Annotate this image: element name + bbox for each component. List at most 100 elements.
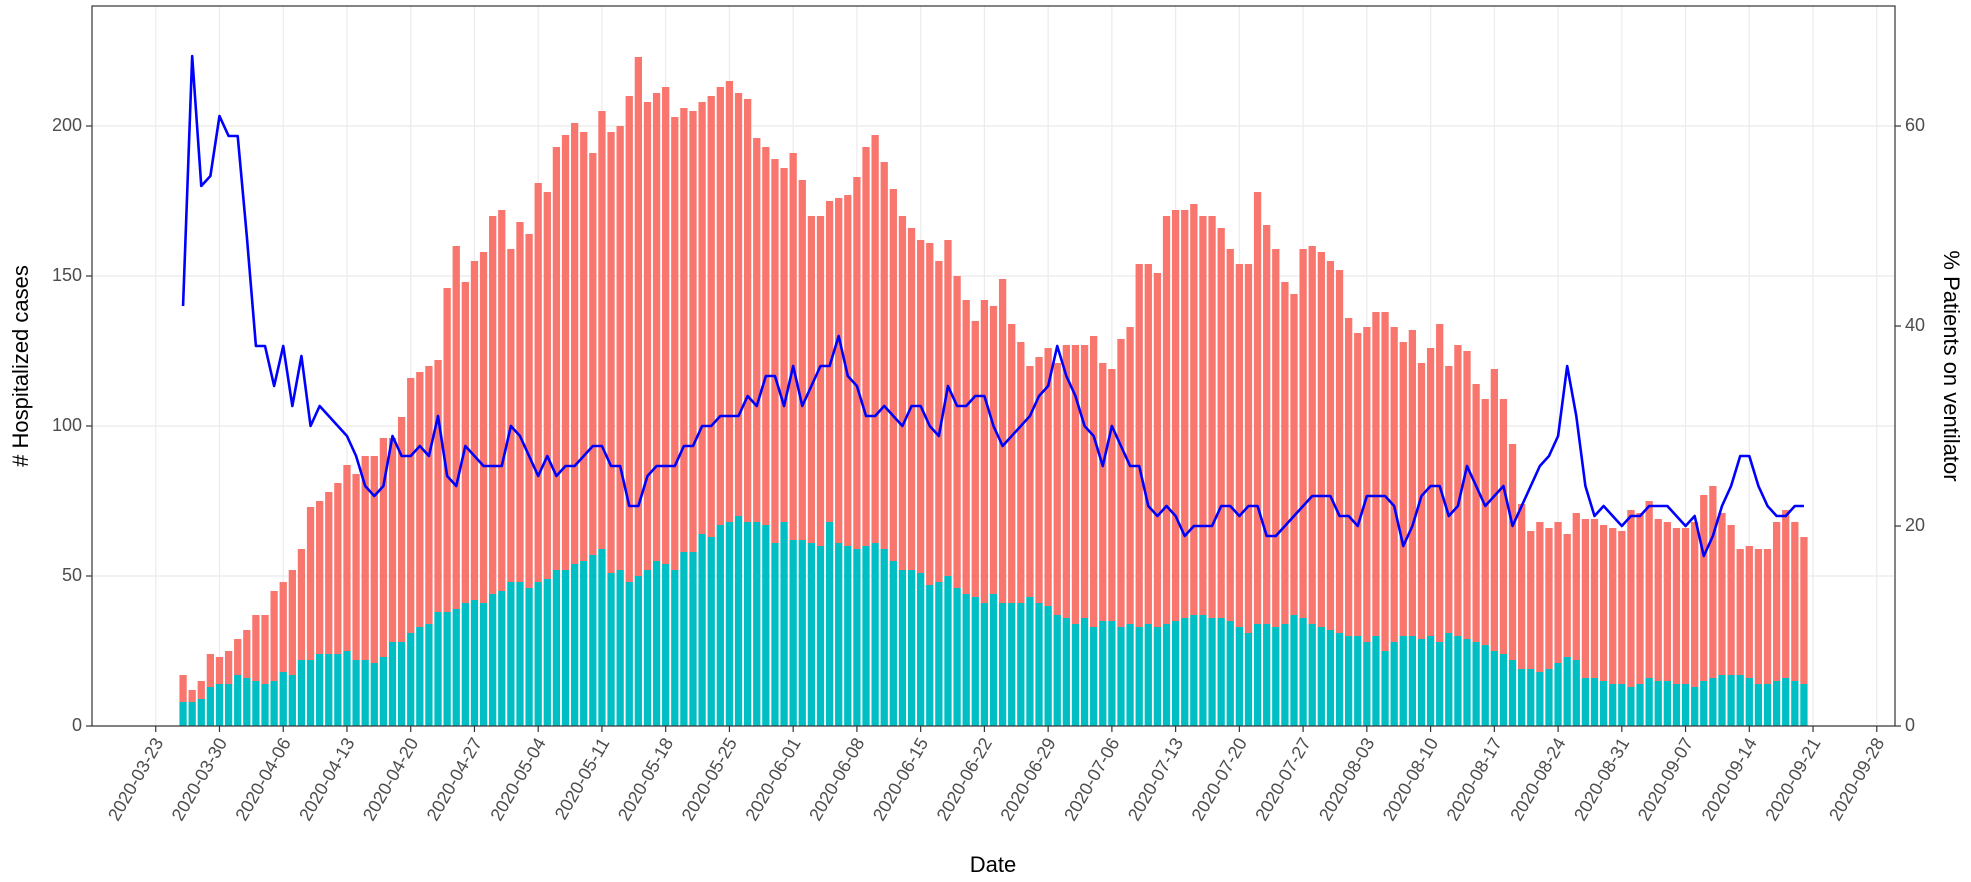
- bar: [1518, 669, 1526, 726]
- bar: [1554, 663, 1562, 726]
- bar: [1226, 621, 1234, 726]
- bar: [316, 501, 324, 654]
- bar: [1518, 504, 1526, 669]
- bar: [470, 600, 479, 726]
- y-tick-label: 200: [52, 115, 82, 135]
- bar: [452, 246, 460, 609]
- bar: [1344, 636, 1353, 726]
- bar: [1754, 549, 1763, 684]
- bar: [1508, 444, 1517, 660]
- bar: [853, 177, 861, 549]
- bar: [1754, 684, 1763, 726]
- bar: [753, 522, 761, 726]
- bar: [953, 276, 961, 588]
- bar: [507, 582, 515, 726]
- bar: [325, 654, 333, 726]
- x-tick-label: 2020-06-15: [869, 734, 932, 824]
- bar: [1436, 642, 1444, 726]
- bar: [361, 660, 369, 726]
- x-tick-label: 2020-09-28: [1825, 734, 1888, 824]
- bar: [625, 582, 633, 726]
- bar: [1681, 528, 1690, 684]
- bar: [1390, 642, 1398, 726]
- bar: [1791, 681, 1799, 726]
- bar: [1035, 357, 1043, 603]
- bar: [534, 582, 542, 726]
- bar: [734, 516, 743, 726]
- bar: [1672, 528, 1681, 684]
- bar: [671, 117, 679, 570]
- bar: [835, 543, 843, 726]
- bar: [607, 573, 615, 726]
- bar: [780, 522, 788, 726]
- x-tick-label: 2020-04-27: [423, 734, 486, 824]
- bar: [953, 588, 961, 726]
- bar: [889, 189, 897, 561]
- bar: [825, 522, 834, 726]
- bar: [1290, 294, 1298, 615]
- plot-border: [91, 5, 1896, 727]
- bar: [1627, 687, 1635, 726]
- bar: [306, 660, 315, 726]
- bar: [1700, 495, 1708, 681]
- bar: [680, 108, 688, 552]
- bar: [1253, 192, 1262, 624]
- bar: [689, 552, 697, 726]
- y-tick-label: 50: [62, 565, 82, 585]
- bar: [1108, 369, 1116, 621]
- bar: [1235, 627, 1244, 726]
- x-tick-label: 2020-06-29: [996, 734, 1059, 824]
- bar: [1181, 618, 1189, 726]
- bar: [962, 594, 970, 726]
- bar: [1317, 627, 1325, 726]
- bar: [1135, 627, 1143, 726]
- bar: [552, 570, 561, 726]
- bar: [1763, 684, 1772, 726]
- bar: [388, 642, 397, 726]
- x-axis-title: Date: [970, 852, 1016, 877]
- bar: [643, 570, 652, 726]
- bar: [734, 93, 743, 516]
- bar: [1463, 351, 1471, 639]
- bar: [570, 123, 579, 564]
- bar: [1299, 249, 1307, 618]
- bar: [1718, 675, 1726, 726]
- bar: [279, 672, 287, 726]
- bar: [388, 438, 397, 642]
- bar: [306, 507, 315, 660]
- x-tick-label: 2020-04-06: [231, 734, 294, 824]
- bar: [880, 162, 888, 549]
- bar: [188, 702, 196, 726]
- bar: [1008, 603, 1016, 726]
- bar: [1344, 318, 1353, 636]
- bar: [907, 228, 916, 570]
- bar: [1335, 270, 1344, 633]
- bar: [671, 570, 679, 726]
- y-tick-label: 100: [52, 415, 82, 435]
- bar: [1554, 522, 1562, 663]
- bar: [944, 576, 952, 726]
- bar: [589, 555, 597, 726]
- bar: [716, 525, 724, 726]
- bar: [616, 570, 624, 726]
- bar: [489, 216, 497, 594]
- bar: [989, 306, 998, 594]
- bar: [1417, 363, 1426, 639]
- bar: [1226, 249, 1234, 621]
- bar: [1490, 651, 1498, 726]
- bar: [1153, 273, 1162, 627]
- y-axis-title: # Hospitalized cases: [8, 265, 33, 467]
- bar: [215, 657, 224, 684]
- bar: [1736, 549, 1744, 675]
- bar: [1308, 624, 1316, 726]
- bar: [1071, 624, 1080, 726]
- bar: [1390, 327, 1398, 642]
- bar: [835, 198, 843, 543]
- bar: [589, 153, 597, 555]
- x-tick-label: 2020-03-30: [168, 734, 231, 824]
- bar: [479, 603, 488, 726]
- bar: [561, 570, 570, 726]
- bar: [926, 243, 934, 585]
- bar: [1481, 399, 1489, 645]
- bar: [662, 564, 670, 726]
